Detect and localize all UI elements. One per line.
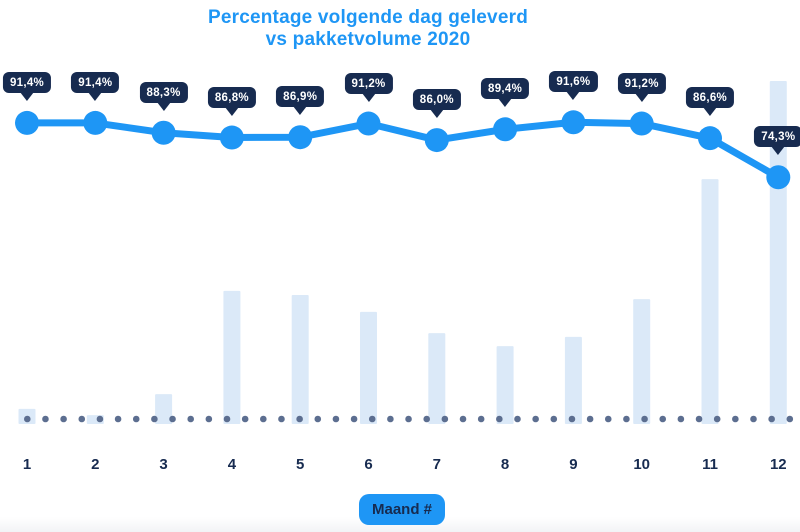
x-axis-title-badge: Maand # xyxy=(358,494,446,525)
volume-bar xyxy=(223,290,241,424)
baseline-dot xyxy=(387,415,394,423)
baseline-dot xyxy=(24,415,31,423)
line-point xyxy=(288,125,313,150)
x-axis-label: 8 xyxy=(500,456,510,473)
baseline-dot xyxy=(586,415,594,423)
percentage-line xyxy=(23,118,782,181)
line-point xyxy=(561,110,586,135)
value-tooltip: 86,0% xyxy=(412,89,461,111)
baseline-dot xyxy=(477,415,485,423)
chart-title-line2: vs pakketvolume 2020 xyxy=(265,29,471,50)
baseline-dot xyxy=(659,415,667,423)
baseline-dot xyxy=(368,415,376,423)
line-point xyxy=(151,120,176,145)
line-point xyxy=(15,110,39,135)
baseline-dot xyxy=(278,415,285,423)
baseline-dot xyxy=(695,415,703,423)
value-tooltip: 74,3% xyxy=(754,126,800,148)
line-point xyxy=(356,111,381,136)
baseline-dot xyxy=(732,415,739,423)
line-point xyxy=(766,165,791,190)
line-point xyxy=(83,110,108,135)
baseline-dot xyxy=(205,415,213,423)
baseline-dot xyxy=(332,415,340,423)
volume-bar xyxy=(155,394,173,424)
baseline-dot xyxy=(314,415,322,423)
line-point xyxy=(698,126,722,151)
volume-bar xyxy=(360,311,377,424)
chart-title-line1: Percentage volgende dag geleverd xyxy=(207,7,528,28)
chart-title: Percentage volgende dag geleverd vs pakk… xyxy=(0,7,736,51)
x-axis-label: 12 xyxy=(769,456,787,473)
baseline-dot xyxy=(641,415,648,423)
baseline-dot xyxy=(151,415,158,423)
baseline-dot xyxy=(496,415,503,423)
volume-bar xyxy=(496,346,514,424)
baseline-dot xyxy=(60,415,67,423)
baseline-dot xyxy=(350,415,358,423)
value-tooltip: 89,4% xyxy=(481,78,530,100)
x-axis-label: 1 xyxy=(22,456,32,473)
baseline-dot xyxy=(132,415,140,423)
baseline-dot xyxy=(423,415,431,423)
value-tooltip: 91,4% xyxy=(2,71,52,93)
baseline-dot xyxy=(604,415,612,423)
volume-bar xyxy=(291,295,309,424)
line-point xyxy=(629,111,654,136)
x-axis-label: 7 xyxy=(432,456,441,473)
line-point xyxy=(493,117,518,142)
baseline-dot xyxy=(114,415,122,423)
line-point xyxy=(219,125,244,150)
x-axis-label: 3 xyxy=(159,456,168,473)
baseline-dot xyxy=(713,415,721,423)
volume-bar xyxy=(633,299,651,424)
baseline-dot xyxy=(786,415,794,423)
baseline-dot xyxy=(750,415,757,423)
baseline-dot xyxy=(78,415,86,423)
value-tooltip: 91,6% xyxy=(549,71,598,93)
line-point xyxy=(424,128,449,153)
value-tooltip: 91,2% xyxy=(617,72,666,94)
baseline-dot xyxy=(550,415,558,423)
baseline-dot xyxy=(532,415,539,423)
volume-bar xyxy=(428,333,446,424)
x-axis-label: 5 xyxy=(296,456,305,473)
x-axis-label: 9 xyxy=(569,456,578,473)
x-axis-label: 2 xyxy=(91,456,100,473)
value-tooltip: 91,2% xyxy=(344,72,393,94)
baseline-dot xyxy=(568,415,576,423)
x-axis-label: 11 xyxy=(702,456,718,473)
value-tooltip: 86,6% xyxy=(685,87,735,109)
volume-bar xyxy=(564,336,582,424)
baseline-dot xyxy=(223,415,231,423)
baseline-dot xyxy=(169,415,176,423)
baseline-dot xyxy=(42,415,49,423)
value-tooltip: 86,9% xyxy=(276,86,325,108)
baseline-dot xyxy=(241,415,249,423)
x-axis-label: 6 xyxy=(364,456,373,473)
baseline-dot xyxy=(514,415,521,423)
value-tooltip: 86,8% xyxy=(207,86,256,108)
baseline-dot xyxy=(441,415,449,423)
volume-bar xyxy=(701,179,719,424)
baseline-dot xyxy=(96,415,104,423)
x-axis-label: 4 xyxy=(227,456,237,473)
baseline-dot xyxy=(459,415,467,423)
baseline-dot xyxy=(260,415,267,423)
baseline-dot xyxy=(187,415,194,423)
value-tooltip: 91,4% xyxy=(71,71,120,93)
baseline-dot xyxy=(623,415,630,423)
value-tooltip: 88,3% xyxy=(139,81,188,103)
baseline-dot xyxy=(677,415,685,423)
baseline-dot xyxy=(296,415,303,423)
baseline-dot xyxy=(768,415,775,423)
x-axis-label: 10 xyxy=(633,456,651,473)
baseline-dot xyxy=(405,415,412,423)
